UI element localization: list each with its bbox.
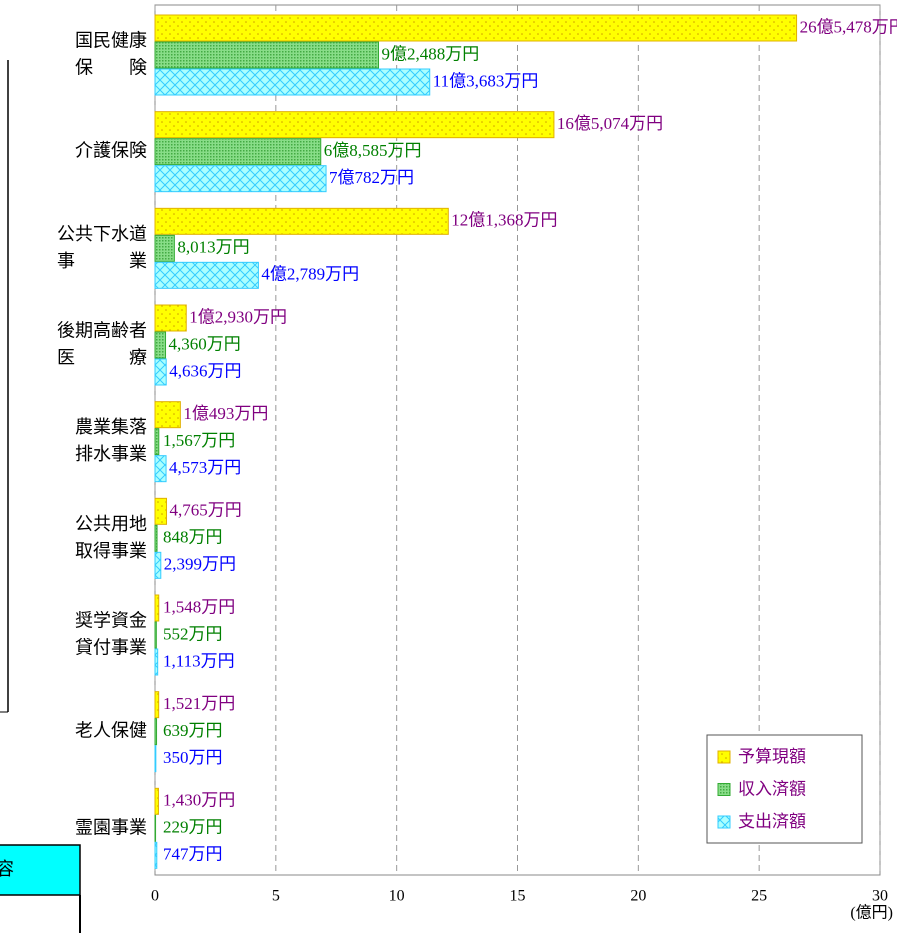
bar	[154, 841, 158, 869]
bar	[154, 111, 555, 139]
value-label: 2,399万円	[164, 555, 236, 574]
bar	[154, 207, 449, 235]
bar	[154, 428, 160, 456]
value-label: 16億5,074万円	[557, 114, 663, 133]
legend-label: 収入済額	[738, 780, 806, 800]
category-label: 後期高齢者医 療	[57, 321, 147, 369]
value-label: 1,113万円	[163, 651, 235, 670]
value-label: 26億5,478万円	[800, 17, 897, 36]
value-label: 8,013万円	[177, 238, 249, 257]
fragment-text: 容	[0, 859, 14, 880]
legend-box	[706, 734, 863, 844]
x-tick-label: 15	[510, 888, 526, 905]
value-label: 4,360万円	[169, 334, 241, 353]
value-label: 4,765万円	[170, 501, 242, 520]
bar	[154, 455, 167, 483]
value-label: 747万円	[163, 845, 223, 864]
bar	[154, 401, 181, 429]
category-label: 国民健康保 険	[75, 31, 147, 79]
bar	[154, 497, 168, 525]
value-label: 4,636万円	[169, 361, 241, 380]
category-label: 農業集落排水事業	[75, 417, 147, 465]
legend-swatch	[717, 815, 731, 829]
value-label: 7億782万円	[329, 168, 414, 187]
value-label: 552万円	[163, 624, 223, 643]
legend-label: 支出済額	[738, 812, 806, 832]
x-tick-label: 30	[872, 888, 888, 905]
value-label: 1億493万円	[183, 404, 268, 423]
left-fragment: 容	[0, 60, 81, 933]
bar	[154, 234, 175, 262]
category-label: 介護保険	[75, 141, 147, 162]
value-label: 848万円	[163, 528, 223, 547]
value-label: 639万円	[163, 721, 223, 740]
bar	[154, 594, 160, 622]
bar	[154, 648, 159, 676]
category-label: 公共下水道事 業	[57, 224, 147, 272]
bar	[154, 814, 157, 842]
bar	[154, 261, 259, 289]
value-label: 1,567万円	[163, 431, 235, 450]
bar	[154, 745, 157, 773]
bar	[154, 524, 158, 552]
bar	[154, 331, 167, 359]
value-label: 6億8,585万円	[324, 141, 422, 160]
x-tick-label: 20	[630, 888, 646, 905]
bar	[154, 358, 167, 386]
category-label: 老人保健	[75, 721, 147, 742]
bar	[154, 621, 157, 649]
value-label: 12億1,368万円	[451, 211, 557, 230]
value-label: 4億2,789万円	[261, 265, 359, 284]
legend-swatch	[717, 750, 731, 764]
bar	[154, 165, 327, 193]
legend-swatch	[717, 783, 731, 796]
value-label: 1,548万円	[163, 597, 235, 616]
x-tick-label: 10	[389, 888, 405, 905]
value-label: 11億3,683万円	[433, 71, 539, 90]
legend-label: 予算現額	[738, 747, 806, 767]
value-label: 350万円	[163, 748, 223, 767]
category-label: 霊園事業	[75, 817, 147, 838]
bar	[154, 41, 380, 69]
x-tick-label: 0	[151, 888, 159, 905]
value-label: 1,521万円	[163, 694, 235, 713]
bar	[154, 68, 431, 96]
bar	[154, 787, 159, 815]
x-tick-label: 5	[272, 888, 280, 905]
value-label: 4,573万円	[169, 458, 241, 477]
value-label: 1億2,930万円	[189, 307, 287, 326]
bar	[154, 718, 158, 746]
bar	[154, 691, 160, 719]
category-label: 公共用地取得事業	[75, 514, 147, 562]
bar	[154, 138, 322, 166]
value-label: 1,430万円	[163, 791, 235, 810]
bars: 国民健康保 険 26億5,478万円 9億2,488万円 11億3,683万円介護保険…	[57, 14, 897, 869]
category-label: 奨学資金貸付事業	[75, 611, 147, 659]
bar	[154, 551, 162, 579]
x-tick-label: 25	[751, 888, 767, 905]
value-label: 9億2,488万円	[382, 44, 480, 63]
value-label: 229万円	[163, 818, 223, 837]
x-unit: (億円)	[850, 904, 893, 922]
bar	[154, 14, 798, 42]
bar	[154, 304, 187, 332]
